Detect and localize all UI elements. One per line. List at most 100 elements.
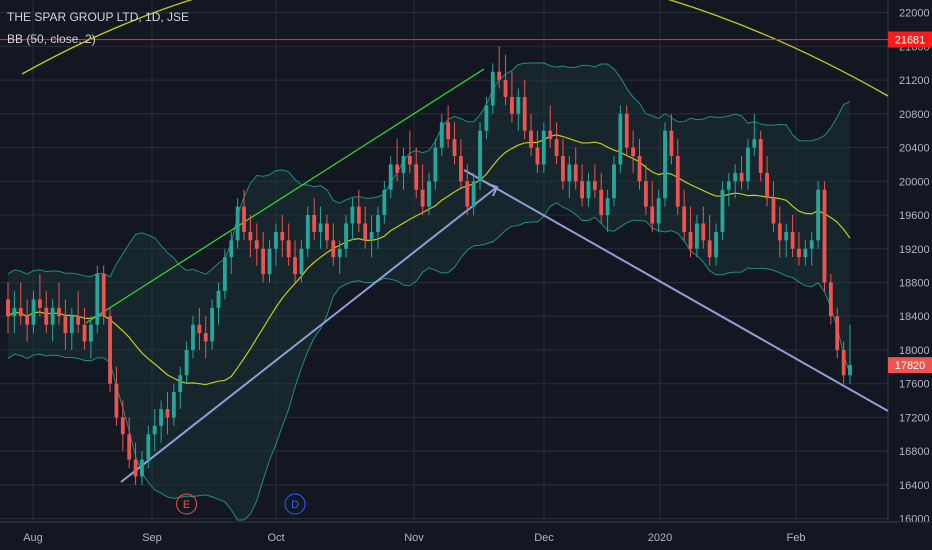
candle-body <box>280 231 285 241</box>
y-tick-label: 19200 <box>899 244 930 256</box>
event-marker-label: D <box>291 499 299 511</box>
candle-body <box>675 156 680 207</box>
bb-upper-band <box>7 62 851 278</box>
candle-body <box>631 147 636 157</box>
candle-body <box>140 459 144 477</box>
candle-body <box>848 365 852 376</box>
x-tick-label: Sep <box>142 532 162 544</box>
y-tick-label: 17200 <box>899 412 930 424</box>
candle-body <box>541 130 546 165</box>
uptrend-line <box>120 186 498 483</box>
candle-body <box>522 96 527 131</box>
candle-body <box>376 215 380 232</box>
candle-body <box>356 206 361 224</box>
candle-body <box>465 181 470 207</box>
candle-body <box>114 383 119 418</box>
candle-body <box>37 299 42 308</box>
candle-body <box>254 240 259 249</box>
candle-body <box>567 164 572 182</box>
candle-body <box>388 164 393 190</box>
candle-body <box>777 223 782 241</box>
candle-body <box>535 147 540 165</box>
candle-body <box>637 156 642 182</box>
candle-body <box>273 231 278 249</box>
candle-body <box>439 122 444 148</box>
event-marker-label: E <box>183 499 190 511</box>
candle-body <box>580 181 585 199</box>
candle-body <box>624 113 629 148</box>
candle-body <box>446 122 451 140</box>
y-tick-label: 17600 <box>899 379 930 391</box>
y-tick-label: 20800 <box>899 109 930 121</box>
candle-body <box>382 189 387 216</box>
candle-body <box>363 223 368 241</box>
candle-body <box>108 316 112 384</box>
candle-body <box>803 248 808 258</box>
y-tick-label: 20000 <box>899 176 930 188</box>
x-tick-label: Nov <box>404 532 424 544</box>
candle-body <box>643 181 648 207</box>
y-tick-label: 16800 <box>899 446 930 458</box>
indicator-label: BB (50, close, 2) <box>7 32 96 46</box>
candle-body <box>191 324 195 350</box>
y-tick-label: 19600 <box>899 210 930 222</box>
candle-body <box>471 181 476 207</box>
candle-body <box>299 248 304 275</box>
candle-body <box>752 139 757 148</box>
candle-body <box>784 231 789 241</box>
candle-body <box>261 248 266 275</box>
candle-body <box>407 156 412 165</box>
resistance-price-tag <box>888 31 932 48</box>
candle-body <box>733 172 738 182</box>
y-tick-label: 18400 <box>899 311 930 323</box>
candle-body <box>82 324 87 342</box>
candle-body <box>573 164 578 182</box>
x-tick-label: Oct <box>267 532 284 544</box>
y-tick-label: 22000 <box>899 8 930 20</box>
candle-body <box>222 257 227 291</box>
event-marker <box>176 493 198 515</box>
candle-body <box>120 417 125 435</box>
candle-body <box>663 130 667 199</box>
y-tick-label: 20400 <box>899 143 930 155</box>
candle-body <box>25 316 30 325</box>
y-tick-label: 18800 <box>899 278 930 290</box>
bb-lower-band <box>7 202 851 521</box>
candle-body <box>235 206 240 241</box>
candle-body <box>286 240 291 258</box>
candle-body <box>669 130 674 157</box>
candle-body <box>714 231 718 258</box>
candle-body <box>350 206 355 224</box>
chart-legend: THE SPAR GROUP LTD, 1D, JSE BB (50, clos… <box>7 9 189 53</box>
candle-body <box>599 189 604 216</box>
candle-body <box>771 198 776 224</box>
candle-body <box>797 248 801 258</box>
candle-body <box>516 96 521 114</box>
candle-body <box>497 71 502 81</box>
candle-body <box>133 459 138 477</box>
candle-body <box>592 181 597 190</box>
candle-body <box>293 257 297 275</box>
candle-body <box>765 172 769 199</box>
candle-body <box>267 248 272 275</box>
candle-body <box>12 307 17 317</box>
candle-body <box>816 189 821 241</box>
candle-body <box>414 164 419 190</box>
candle-body <box>650 206 655 224</box>
candle-body <box>452 139 457 157</box>
candle-body <box>171 392 176 418</box>
candle-body <box>682 206 687 232</box>
candle-body <box>178 375 183 393</box>
candle-body <box>203 333 208 342</box>
candle-body <box>828 282 833 317</box>
candle-body <box>242 206 246 232</box>
x-tick-label: Aug <box>23 532 43 544</box>
chart-title: THE SPAR GROUP LTD, 1D, JSE <box>7 10 190 24</box>
candle-body <box>101 274 106 317</box>
candle-body <box>57 307 61 317</box>
x-tick-label: Feb <box>787 532 806 544</box>
candle-body <box>835 316 840 350</box>
y-tick-label: 18000 <box>899 345 930 357</box>
